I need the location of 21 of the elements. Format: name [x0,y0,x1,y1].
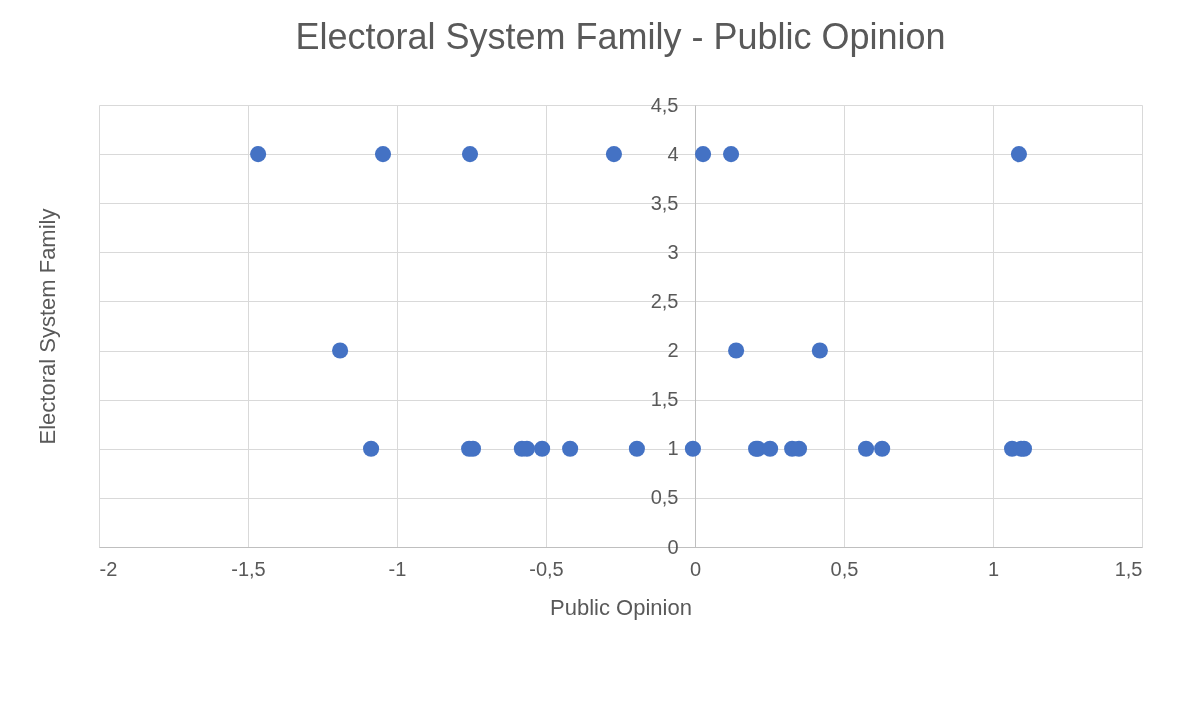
y-tick-label: 1 [667,437,679,460]
y-tick-label: 4,5 [650,93,679,116]
y-tick-label: 4 [667,142,679,165]
x-tick-label: 0,5 [830,557,859,580]
y-tick-label: 2 [667,339,679,362]
x-tick-label: 1,5 [1114,557,1143,580]
y-axis-title: Electoral System Family [34,208,60,445]
x-tick-label: -1 [388,557,407,580]
y-tick-label: 0,5 [650,486,679,509]
chart-title: Electoral System Family - Public Opinion [295,16,946,57]
x-tick-label: -1,5 [231,557,266,580]
y-tick-label: 0 [667,535,679,558]
y-tick-label: 3 [667,240,679,263]
x-tick-label: 1 [987,557,1000,580]
y-tick-label: 3,5 [650,191,679,214]
x-tick-label: -2 [99,557,118,580]
x-tick-label: -0,5 [529,557,564,580]
y-tick-label: 2,5 [650,289,679,312]
x-axis-title: Public Opinion [550,594,692,620]
y-tick-label: 1,5 [650,388,679,411]
x-tick-label: 0 [689,557,702,580]
